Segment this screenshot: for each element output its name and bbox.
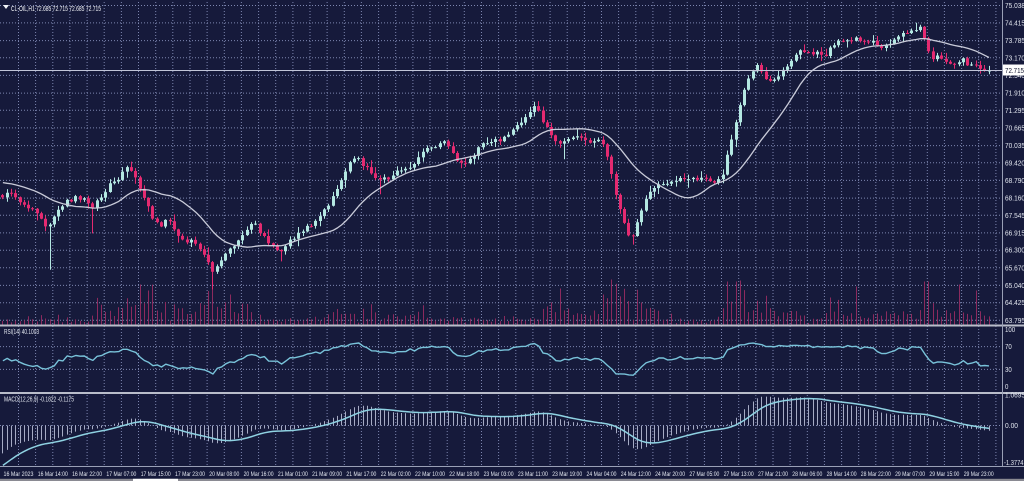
svg-text:29 Mar 23:00: 29 Mar 23:00 [964,471,994,478]
svg-text:17 Mar 07:00: 17 Mar 07:00 [106,471,136,478]
svg-text:74.415: 74.415 [1005,20,1024,27]
svg-text:27 Mar 13:00: 27 Mar 13:00 [724,471,754,478]
svg-text:73.170: 73.170 [1005,55,1024,62]
svg-text:70.665: 70.665 [1005,125,1024,132]
svg-text:70.035: 70.035 [1005,143,1024,150]
svg-text:73.785: 73.785 [1005,38,1024,45]
svg-text:20 Mar 16:00: 20 Mar 16:00 [244,471,274,478]
svg-text:21 Mar 01:00: 21 Mar 01:00 [278,471,308,478]
svg-text:21 Mar 09:00: 21 Mar 09:00 [312,471,342,478]
svg-text:28 Mar 14:00: 28 Mar 14:00 [827,471,857,478]
svg-text:65.040: 65.040 [1005,283,1024,290]
svg-text:68.160: 68.160 [1005,196,1024,203]
svg-text:23 Mar 11:00: 23 Mar 11:00 [518,471,548,478]
svg-text:23 Mar 19:00: 23 Mar 19:00 [552,471,582,478]
svg-text:22 Mar 18:00: 22 Mar 18:00 [449,471,479,478]
svg-text:16 Mar 14:00: 16 Mar 14:00 [38,471,68,478]
svg-text:24 Mar 20:00: 24 Mar 20:00 [655,471,685,478]
svg-text:16 Mar 2023: 16 Mar 2023 [4,471,34,478]
svg-text:24 Mar 04:00: 24 Mar 04:00 [587,471,617,478]
svg-text:30: 30 [1005,367,1012,374]
svg-text:24 Mar 12:00: 24 Mar 12:00 [621,471,651,478]
svg-text:71.910: 71.910 [1005,91,1024,98]
svg-text:MACD(12,26,9) -0.1822 -0.1175: MACD(12,26,9) -0.1822 -0.1175 [4,397,74,404]
svg-text:17 Mar 15:00: 17 Mar 15:00 [141,471,171,478]
svg-text:70: 70 [1005,344,1012,351]
svg-text:16 Mar 22:00: 16 Mar 22:00 [72,471,102,478]
svg-text:29 Mar 07:00: 29 Mar 07:00 [895,471,925,478]
svg-text:RSI(14) 40.1003: RSI(14) 40.1003 [4,329,39,336]
svg-text:17 Mar 23:00: 17 Mar 23:00 [175,471,205,478]
svg-text:63.795: 63.795 [1005,318,1024,325]
svg-text:27 Mar 21:00: 27 Mar 21:00 [758,471,788,478]
svg-text:CL-OIL,H1 72.685 72.715 72.685: CL-OIL,H1 72.685 72.715 72.685 72.715 [11,4,101,13]
svg-text:67.545: 67.545 [1005,213,1024,220]
svg-text:20 Mar 08:00: 20 Mar 08:00 [209,471,239,478]
svg-text:71.295: 71.295 [1005,108,1024,115]
svg-text:66.915: 66.915 [1005,230,1024,237]
svg-text:72.540: 72.540 [1005,73,1024,80]
svg-text:27 Mar 05:00: 27 Mar 05:00 [689,471,719,478]
svg-text:72.715: 72.715 [1005,68,1024,75]
svg-text:65.670: 65.670 [1005,265,1024,272]
svg-text:0: 0 [1005,384,1008,391]
svg-text:-1.3774: -1.3774 [1004,460,1024,467]
svg-text:29 Mar 15:00: 29 Mar 15:00 [929,471,959,478]
svg-text:21 Mar 17:00: 21 Mar 17:00 [346,471,376,478]
svg-text:64.425: 64.425 [1005,300,1024,307]
svg-text:28 Mar 22:00: 28 Mar 22:00 [861,471,891,478]
svg-text:1.0695: 1.0695 [1005,392,1024,399]
svg-text:66.300: 66.300 [1005,248,1024,255]
svg-text:23 Mar 03:00: 23 Mar 03:00 [484,471,514,478]
svg-text:100: 100 [1005,327,1015,334]
svg-text:69.420: 69.420 [1005,160,1024,167]
svg-text:22 Mar 02:00: 22 Mar 02:00 [381,471,411,478]
svg-text:0.00: 0.00 [1005,423,1018,430]
svg-text:22 Mar 10:00: 22 Mar 10:00 [415,471,445,478]
svg-text:28 Mar 06:00: 28 Mar 06:00 [792,471,822,478]
svg-text:68.790: 68.790 [1005,178,1024,185]
svg-text:75.038: 75.038 [1005,3,1024,10]
